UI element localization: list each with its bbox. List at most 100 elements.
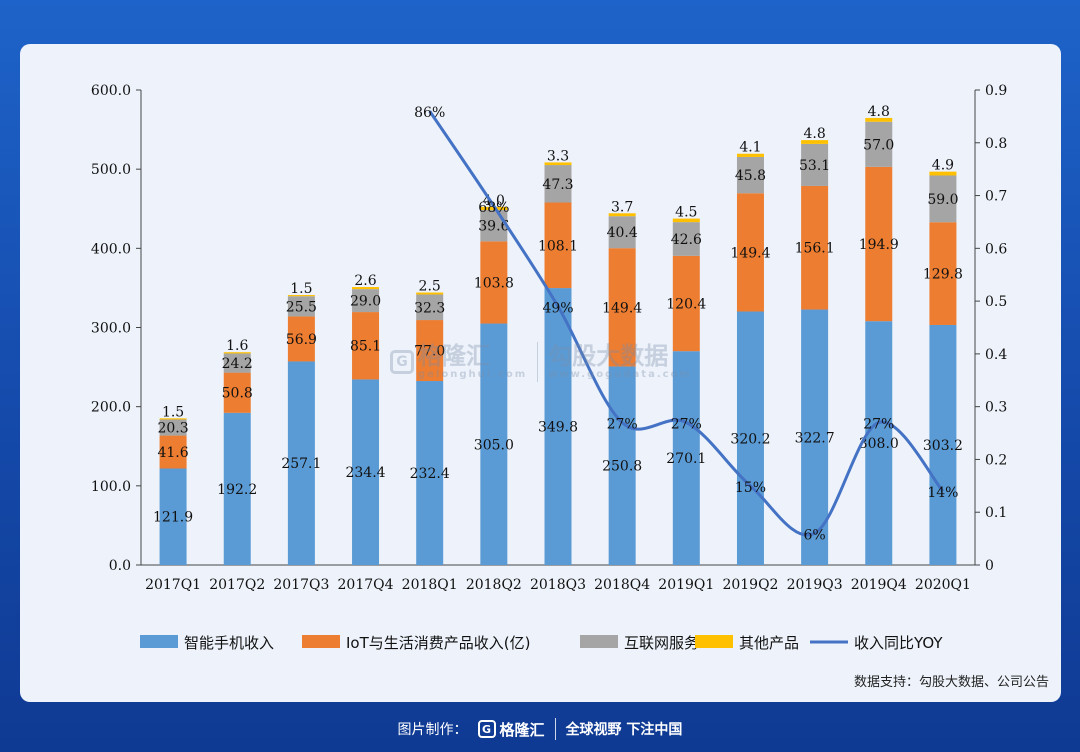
- legend-label: IoT与生活消费产品收入(亿): [346, 634, 530, 652]
- x-tick-label: 2017Q1: [145, 577, 201, 593]
- yoy-data-label: 27%: [607, 417, 638, 433]
- bar-data-label: 1.6: [226, 338, 248, 354]
- bar-data-label: 322.7: [795, 430, 835, 446]
- bar-segment: [352, 379, 380, 565]
- yoy-data-label: 6%: [804, 527, 826, 543]
- yoy-data-label: 27%: [863, 417, 894, 433]
- y2-tick-label: 0.8: [985, 136, 1007, 152]
- yoy-data-label: 49%: [542, 300, 573, 316]
- y-tick-label: 300.0: [91, 321, 131, 337]
- bar-segment: [480, 210, 508, 242]
- x-tick-label: 2018Q3: [530, 577, 586, 593]
- brand-logo-icon: G: [477, 720, 496, 738]
- x-tick-label: 2018Q1: [402, 577, 458, 593]
- legend-swatch: [302, 635, 340, 648]
- bar-segment: [352, 312, 380, 380]
- bar-segment: [672, 222, 700, 256]
- yoy-data-label: 27%: [671, 417, 702, 433]
- y-tick-label: 100.0: [91, 479, 131, 495]
- bar-data-label: 77.0: [414, 344, 445, 360]
- bar-segment: [672, 255, 700, 352]
- legend-label: 互联网服务: [624, 634, 699, 652]
- bar-data-label: 120.4: [666, 297, 706, 313]
- y2-tick-label: 0.7: [985, 189, 1007, 205]
- legend-swatch: [695, 635, 733, 648]
- legend-label: 智能手机收入: [184, 634, 274, 652]
- yoy-data-label: 15%: [735, 480, 766, 496]
- y2-tick-label: 0.4: [985, 347, 1007, 363]
- x-tick-label: 2017Q2: [209, 577, 265, 593]
- y-tick-label: 600.0: [91, 83, 131, 99]
- bar-data-label: 47.3: [542, 177, 573, 193]
- x-tick-label: 2019Q2: [722, 577, 778, 593]
- bar-segment: [865, 121, 893, 167]
- legend-label: 收入同比YOY: [854, 634, 943, 652]
- bar-segment: [159, 435, 187, 469]
- bar-data-label: 3.3: [547, 148, 569, 164]
- bar-data-label: 25.5: [286, 299, 317, 315]
- bar-segment: [544, 288, 572, 565]
- bar-segment: [801, 140, 829, 144]
- bar-segment: [223, 352, 251, 354]
- y2-tick-label: 0.9: [985, 83, 1007, 99]
- bar-segment: [929, 175, 957, 223]
- bar-segment: [416, 381, 444, 565]
- bar-segment: [287, 361, 315, 565]
- bar-data-label: 4.8: [868, 104, 890, 120]
- bar-data-label: 192.2: [217, 482, 257, 498]
- bar-data-label: 303.2: [923, 438, 963, 454]
- bar-data-label: 32.3: [414, 300, 445, 316]
- bar-segment: [865, 166, 893, 322]
- bar-data-label: 53.1: [799, 158, 830, 174]
- legend-swatch: [580, 635, 618, 648]
- legend-label: 其他产品: [739, 634, 799, 652]
- footer-brand-name: 格隆汇: [499, 720, 545, 739]
- bar-segment: [929, 324, 957, 565]
- bar-data-label: 4.5: [675, 205, 697, 221]
- bar-segment: [672, 351, 700, 565]
- bar-data-label: 156.1: [795, 241, 835, 257]
- bar-data-label: 121.9: [153, 510, 193, 526]
- bar-segment: [801, 185, 829, 310]
- bar-data-label: 1.5: [162, 404, 184, 420]
- bar-data-label: 232.4: [410, 466, 450, 482]
- bar-data-label: 103.8: [474, 275, 514, 291]
- y-tick-label: 500.0: [91, 162, 131, 178]
- bar-data-label: 57.0: [863, 137, 894, 153]
- yoy-data-label: 14%: [927, 485, 958, 501]
- x-tick-label: 2020Q1: [915, 577, 971, 593]
- bar-segment: [608, 248, 636, 367]
- chart-card: 0.0 100.0 200.0 300.0 400.0 500.0 600.0 0 0.1 0.2…: [20, 44, 1061, 702]
- bar-segment: [865, 117, 893, 122]
- bar-segment: [544, 202, 572, 289]
- bar-data-label: 2.5: [419, 279, 441, 295]
- bar-segment: [416, 320, 444, 382]
- bar-segment: [736, 193, 764, 312]
- x-tick-label: 2017Q3: [273, 577, 329, 593]
- bar-data-label: 129.8: [923, 267, 963, 283]
- bar-data-label: 308.0: [859, 436, 899, 452]
- bar-data-label: 305.0: [474, 437, 514, 453]
- bar-segment: [480, 241, 508, 324]
- y2-tick-label: 0.1: [985, 505, 1007, 521]
- bar-segment: [736, 156, 764, 194]
- bar-data-label: 4.8: [803, 126, 825, 142]
- bar-data-label: 3.7: [611, 199, 633, 215]
- bar-data-label: 349.8: [538, 420, 578, 436]
- bar-data-label: 56.9: [286, 332, 317, 348]
- bar-data-label: 85.1: [350, 339, 381, 355]
- bar-segment: [608, 366, 636, 565]
- footer-brand: G 格隆汇: [477, 719, 545, 740]
- bar-segment: [416, 292, 444, 295]
- bar-data-label: 270.1: [666, 451, 706, 467]
- x-tick-label: 2019Q4: [851, 577, 907, 593]
- bar-data-label: 41.6: [157, 445, 188, 461]
- bar-data-label: 45.8: [735, 168, 766, 184]
- bar-segment: [801, 143, 829, 186]
- bar-data-label: 2.6: [354, 273, 376, 289]
- bar-segment: [287, 316, 315, 362]
- bar-segment: [159, 468, 187, 565]
- bar-segment: [352, 287, 380, 290]
- y2-tick-label: 0.3: [985, 400, 1007, 416]
- bar-segment: [480, 323, 508, 565]
